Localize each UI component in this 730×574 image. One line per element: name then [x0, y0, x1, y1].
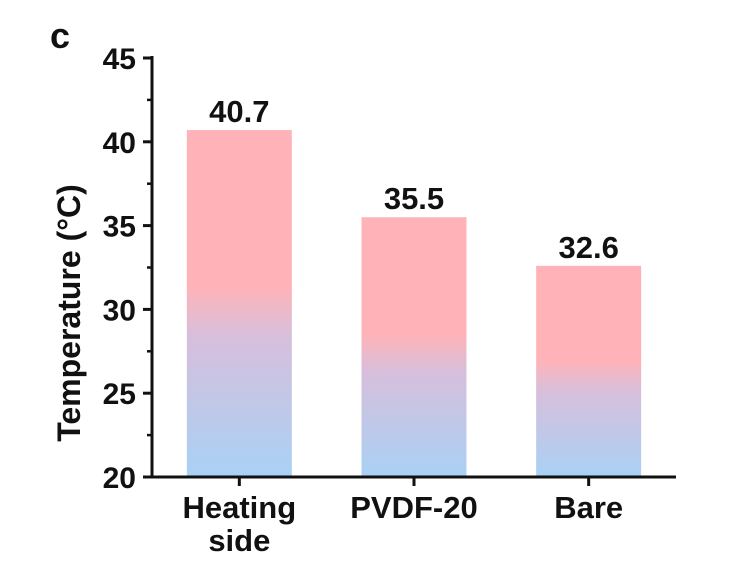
y-tick-label: 25	[103, 378, 136, 411]
value-labels: 40.7 35.5 32.6	[209, 94, 619, 265]
bar	[536, 265, 642, 477]
bar	[361, 217, 467, 477]
x-tick-label: PVDF-20	[350, 490, 477, 525]
y-axis-ticks: 20 25 30 35 40 45	[103, 43, 152, 495]
x-tick-label: Heating	[182, 490, 296, 525]
y-tick-label: 45	[103, 43, 136, 76]
x-tick-label: Bare	[554, 490, 623, 525]
y-tick-label: 20	[103, 462, 136, 495]
data-label: 35.5	[384, 181, 444, 216]
bar	[186, 130, 292, 477]
data-label: 40.7	[209, 94, 269, 129]
y-tick-label: 40	[103, 127, 136, 160]
x-tick-label: side	[208, 523, 270, 558]
y-tick-label: 35	[103, 211, 136, 244]
panel-label: c	[50, 15, 70, 56]
bars	[186, 130, 642, 477]
y-axis-label: Temperature (°C)	[51, 184, 87, 442]
y-tick-label: 30	[103, 294, 136, 327]
data-label: 32.6	[558, 230, 618, 265]
